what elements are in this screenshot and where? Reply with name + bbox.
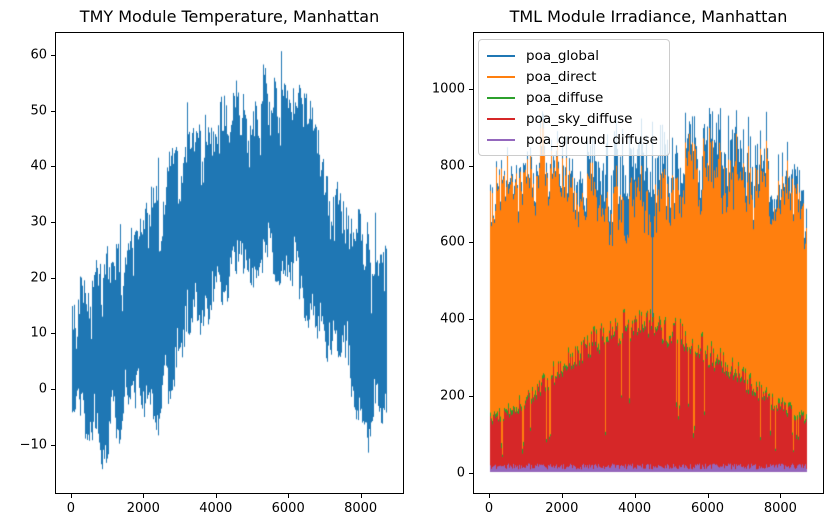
y-tick-mark — [51, 389, 55, 391]
x-tick-label: 0 — [66, 501, 75, 516]
y-tick-mark — [469, 242, 473, 244]
legend-entry: poa_direct — [487, 66, 658, 87]
x-tick-label: 4000 — [199, 501, 233, 516]
legend-entry: poa_global — [487, 45, 658, 66]
y-tick-label: 0 — [456, 465, 465, 481]
x-tick-mark — [488, 494, 490, 498]
y-tick-label: −10 — [19, 437, 47, 453]
y-tick-mark — [469, 472, 473, 474]
legend-line-swatch — [487, 138, 515, 141]
y-tick-mark — [51, 277, 55, 279]
legend-line-swatch — [487, 54, 515, 57]
y-tick-mark — [469, 88, 473, 90]
x-tick-label: 6000 — [271, 501, 305, 516]
y-tick-label: 50 — [30, 103, 47, 119]
x-tick-mark — [70, 494, 72, 498]
y-tick-mark — [469, 165, 473, 167]
x-tick-label: 4000 — [618, 501, 652, 516]
x-tick-mark — [288, 494, 290, 498]
legend-line-swatch — [487, 96, 515, 99]
y-tick-mark — [51, 222, 55, 224]
y-tick-label: 40 — [30, 158, 47, 174]
y-tick-mark — [51, 110, 55, 112]
temperature-plot-area — [56, 33, 403, 493]
x-tick-label: 0 — [484, 501, 494, 516]
x-tick-mark — [707, 494, 709, 498]
y-tick-label: 10 — [30, 325, 47, 341]
y-tick-mark — [51, 444, 55, 446]
x-tick-mark — [780, 494, 782, 498]
y-tick-label: 200 — [440, 388, 465, 404]
irradiance-title: TML Module Irradiance, Manhattan — [509, 7, 788, 26]
y-tick-label: 20 — [30, 270, 47, 286]
irradiance-axes: poa_global poa_direct poa_diffuse poa_sky_d… — [473, 32, 824, 494]
legend-label: poa_diffuse — [526, 89, 604, 106]
x-tick-mark — [634, 494, 636, 498]
legend-label: poa_ground_diffuse — [526, 131, 658, 148]
y-tick-mark — [51, 54, 55, 56]
y-tick-mark — [469, 319, 473, 321]
x-tick-mark — [215, 494, 217, 498]
x-tick-mark — [360, 494, 362, 498]
legend-label: poa_global — [526, 47, 600, 64]
legend: poa_global poa_direct poa_diffuse poa_sky_d… — [478, 39, 670, 156]
y-tick-mark — [51, 166, 55, 168]
y-tick-mark — [469, 396, 473, 398]
legend-entry: poa_sky_diffuse — [487, 108, 658, 129]
temperature-title: TMY Module Temperature, Manhattan — [79, 7, 380, 26]
legend-label: poa_sky_diffuse — [526, 110, 633, 127]
legend-line-swatch — [487, 117, 515, 120]
legend-entry: poa_diffuse — [487, 87, 658, 108]
y-tick-label: 800 — [440, 158, 465, 174]
x-tick-label: 2000 — [126, 501, 160, 516]
y-tick-label: 30 — [30, 214, 47, 230]
legend-line-swatch — [487, 75, 515, 78]
legend-entry: poa_ground_diffuse — [487, 129, 658, 150]
x-tick-mark — [143, 494, 145, 498]
x-tick-mark — [561, 494, 563, 498]
y-tick-label: 1000 — [431, 81, 465, 97]
legend-label: poa_direct — [526, 68, 597, 85]
y-tick-mark — [51, 333, 55, 335]
y-tick-label: 0 — [38, 381, 47, 397]
y-tick-label: 400 — [440, 311, 465, 327]
x-tick-label: 8000 — [763, 501, 797, 516]
y-tick-label: 60 — [30, 47, 47, 63]
x-tick-label: 8000 — [344, 501, 378, 516]
x-tick-label: 2000 — [545, 501, 579, 516]
y-tick-label: 600 — [440, 234, 465, 250]
x-tick-label: 6000 — [690, 501, 725, 516]
temperature-axes — [55, 32, 404, 494]
